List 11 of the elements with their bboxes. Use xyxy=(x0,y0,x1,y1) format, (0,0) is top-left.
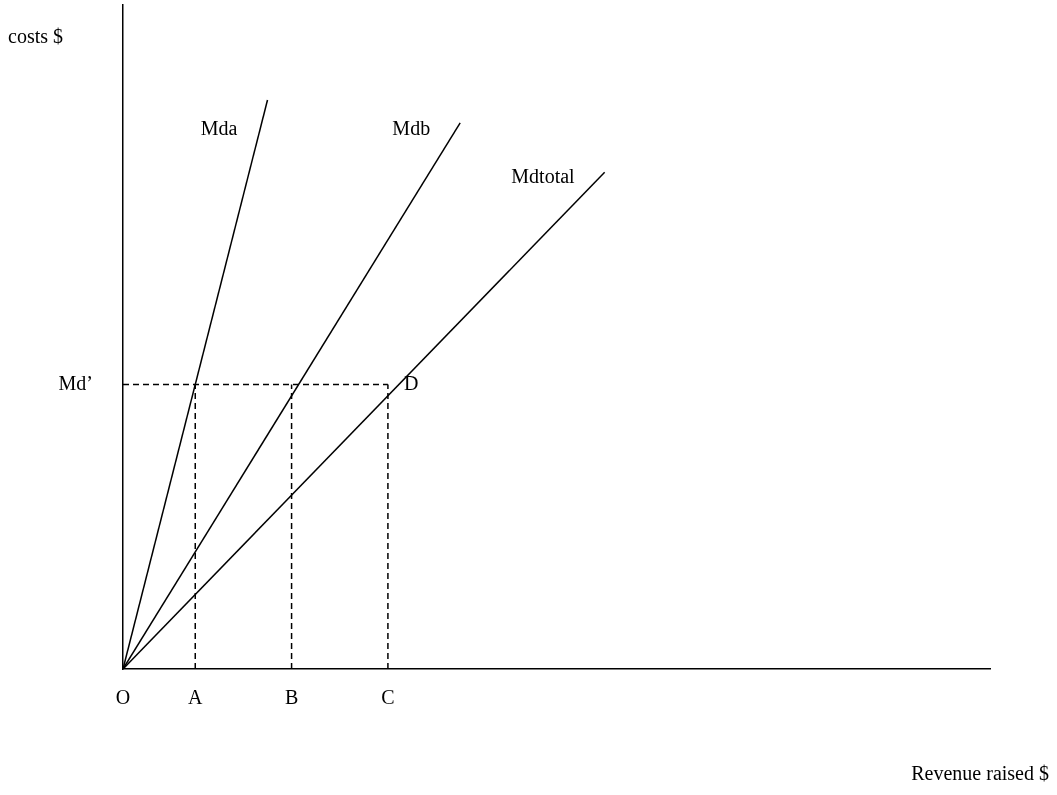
x-tick-label: C xyxy=(381,686,395,709)
x-tick-label: B xyxy=(284,686,299,709)
annotation: D xyxy=(403,371,419,394)
series-label: Mda xyxy=(200,117,238,140)
x-tick-label: A xyxy=(188,686,204,709)
series-label: Mdb xyxy=(392,117,431,140)
x-tick-label: O xyxy=(115,686,131,709)
x-axis-title: Revenue raised $ xyxy=(911,762,1049,785)
ref-line-label: Md’ xyxy=(58,371,93,394)
y-axis-title: costs $ xyxy=(8,25,63,48)
series-label: Mdtotal xyxy=(511,164,576,187)
